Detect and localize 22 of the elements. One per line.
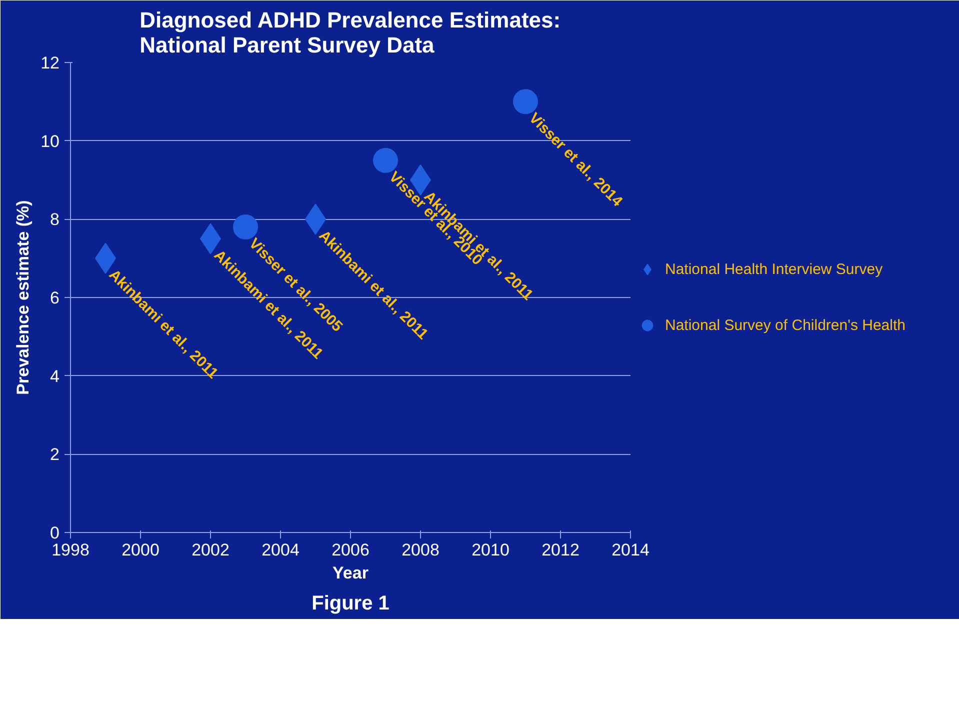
y-tick-label: 8	[50, 210, 60, 230]
x-tick-label: 2006	[332, 540, 370, 560]
x-tick-label: 2012	[542, 540, 580, 560]
x-tick-label: 2010	[472, 540, 510, 560]
chart-title: Diagnosed ADHD Prevalence Estimates: National Parent Survey Data	[140, 8, 561, 58]
y-tick-label: 2	[50, 445, 60, 464]
y-tick-label: 12	[40, 54, 60, 72]
x-tick-label: 2000	[122, 540, 160, 560]
x-tick-label: 2008	[402, 540, 440, 560]
legend-label: National Health Interview Survey	[665, 260, 883, 278]
y-tick-label: 0	[50, 524, 60, 542]
x-axis-title: Year	[332, 564, 369, 582]
x-tick-label: 2002	[192, 540, 230, 560]
legend-label: National Survey of Children's Health	[665, 316, 906, 334]
y-tick-label: 6	[50, 288, 60, 308]
x-tick-label: 2014	[612, 540, 650, 560]
y-tick-label: 4	[50, 366, 60, 386]
y-axis-title: Prevalence estimate (%)	[14, 200, 33, 395]
x-tick-label: 2004	[262, 540, 300, 560]
y-tick-label: 10	[40, 132, 60, 151]
x-tick-label: 1998	[52, 540, 90, 560]
caption: Figure 1	[312, 592, 390, 614]
